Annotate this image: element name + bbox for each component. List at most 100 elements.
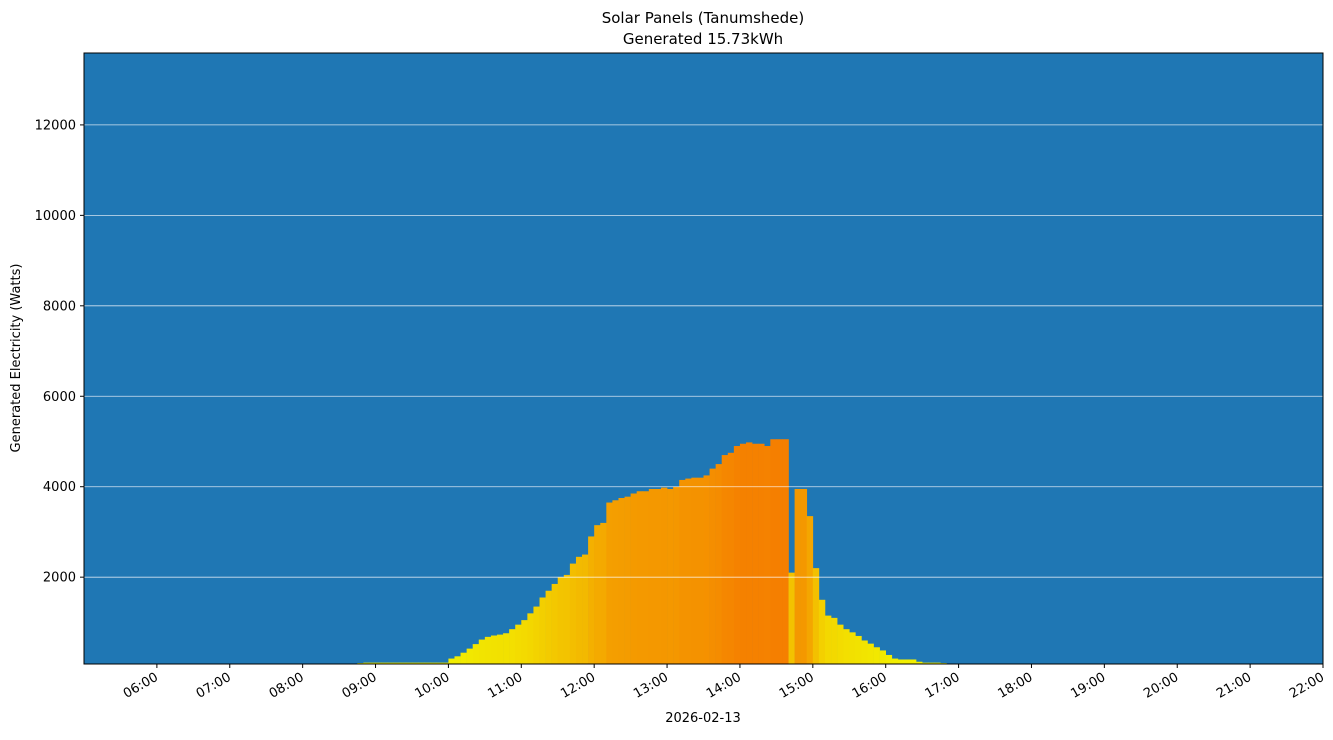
bar	[728, 453, 734, 664]
bar	[825, 616, 831, 664]
y-axis-label: Generated Electricity (Watts)	[9, 264, 24, 453]
bar	[898, 659, 904, 664]
bar	[473, 644, 479, 664]
bar	[904, 659, 910, 664]
x-tick-label: 22:00	[1287, 670, 1327, 702]
bar	[533, 607, 539, 664]
bar	[606, 503, 612, 664]
bar	[546, 591, 552, 664]
bar	[867, 644, 873, 664]
bar	[782, 439, 788, 664]
x-tick-label: 16:00	[850, 670, 890, 702]
bar	[485, 637, 491, 664]
x-tick-label: 11:00	[485, 670, 525, 702]
x-tick-label: 06:00	[121, 670, 161, 702]
bar	[685, 479, 691, 664]
bar	[831, 618, 837, 664]
y-tick-label: 6000	[43, 390, 76, 405]
bar	[691, 478, 697, 664]
bar	[704, 475, 710, 664]
x-tick-label: 14:00	[704, 670, 744, 702]
bar	[697, 478, 703, 664]
x-tick-label: 13:00	[631, 670, 671, 702]
bar	[855, 636, 861, 664]
x-tick-label: 19:00	[1068, 670, 1108, 702]
bar	[801, 489, 807, 664]
bar	[515, 625, 521, 664]
bar	[880, 650, 886, 664]
bar	[491, 636, 497, 664]
bar	[618, 498, 624, 664]
bar	[479, 640, 485, 664]
x-tick-label: 18:00	[996, 670, 1036, 702]
bar	[752, 444, 758, 664]
bar	[679, 480, 685, 664]
bar	[910, 659, 916, 664]
bar	[710, 469, 716, 664]
x-tick-label: 20:00	[1141, 670, 1181, 702]
bar	[625, 497, 631, 664]
x-tick-label: 08:00	[267, 670, 307, 702]
bar	[461, 653, 467, 664]
bar	[789, 573, 795, 664]
bar	[582, 555, 588, 664]
bar	[600, 523, 606, 664]
x-tick-label: 07:00	[194, 670, 234, 702]
bar	[892, 659, 898, 664]
y-tick-label: 2000	[43, 571, 76, 586]
bar	[758, 444, 764, 664]
bar	[807, 516, 813, 664]
y-tick-label: 8000	[43, 299, 76, 314]
bar	[886, 655, 892, 664]
bar	[849, 632, 855, 664]
bar	[655, 489, 661, 664]
bar	[874, 647, 880, 664]
bar	[527, 613, 533, 664]
x-tick-label: 09:00	[340, 670, 380, 702]
bar	[661, 488, 667, 664]
bar	[746, 442, 752, 664]
bar	[667, 489, 673, 664]
bar	[643, 491, 649, 664]
chart-subtitle: Generated 15.73kWh	[623, 30, 783, 48]
bar	[612, 500, 618, 664]
bar	[467, 649, 473, 664]
bar	[588, 536, 594, 664]
bar	[631, 493, 637, 664]
bar	[764, 446, 770, 664]
bar	[861, 640, 867, 664]
x-axis-label: 2026-02-13	[665, 711, 741, 726]
x-tick-label: 12:00	[558, 670, 598, 702]
bar	[637, 491, 643, 664]
bar	[509, 629, 515, 664]
bar	[716, 464, 722, 664]
bar	[770, 439, 776, 664]
bar	[843, 629, 849, 664]
y-tick-label: 12000	[35, 118, 76, 133]
bar	[570, 564, 576, 664]
bar	[813, 568, 819, 664]
bar	[740, 444, 746, 664]
bar	[795, 489, 801, 664]
bar	[540, 598, 546, 664]
chart-title: Solar Panels (Tanumshede)	[602, 9, 805, 27]
bar	[594, 525, 600, 664]
y-tick-label: 4000	[43, 480, 76, 495]
bar	[734, 446, 740, 664]
bar	[649, 489, 655, 664]
x-tick-label: 21:00	[1214, 670, 1254, 702]
bar	[837, 625, 843, 664]
bar	[454, 656, 460, 664]
bar	[564, 575, 570, 664]
bar	[503, 633, 509, 664]
bar	[819, 600, 825, 664]
y-tick-label: 10000	[35, 209, 76, 224]
bar	[673, 487, 679, 664]
bar	[552, 584, 558, 664]
bar	[497, 635, 503, 664]
bar	[776, 439, 782, 664]
bar	[558, 577, 564, 664]
x-tick-label: 15:00	[777, 670, 817, 702]
